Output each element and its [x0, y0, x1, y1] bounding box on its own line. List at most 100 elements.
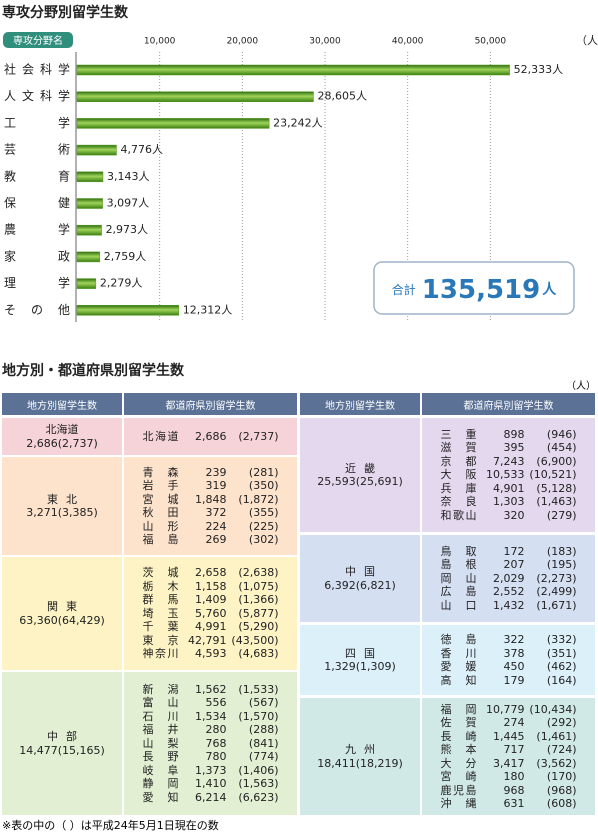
- prefecture-prior: (1,533): [238, 682, 279, 696]
- prefecture-row: 栃木 1,158 (1,075): [143, 580, 279, 594]
- prefecture-name: 熊本: [440, 743, 477, 756]
- prefecture-name: 栃木: [142, 579, 179, 593]
- footnote: ※表の中の（ ）は平成24年5月1日現在の数: [2, 819, 219, 832]
- value-label: 4,776人: [120, 143, 163, 156]
- prefecture-value: 319: [205, 479, 227, 492]
- total-box: [373, 261, 575, 315]
- prefecture-prior: (225): [248, 519, 279, 533]
- region-total: 6,392(6,821): [324, 578, 396, 592]
- prefecture-value: 1,303: [493, 495, 525, 509]
- prefecture-value: 1,562: [195, 682, 227, 696]
- prefecture-value: 2,686: [195, 429, 227, 443]
- bar: [76, 278, 97, 289]
- prefecture-name: 沖縄: [440, 797, 477, 810]
- prefecture-prior: (288): [248, 723, 279, 737]
- prefecture-name: 愛媛: [440, 660, 477, 673]
- prefecture-value: 280: [205, 723, 227, 737]
- prefecture-cell: 徳島 322 (332) 香川 378 (351) 愛媛 450 (462) 高知 179 (164): [422, 625, 595, 695]
- prefecture-row: 宮崎 180 (170): [441, 770, 577, 784]
- prefecture-value: 2,029: [493, 571, 525, 585]
- prefecture-name: 長崎: [440, 729, 477, 743]
- region-cell: 中部 14,477(15,165): [2, 672, 122, 815]
- prefecture-row: 千葉 4,991 (5,290): [143, 620, 279, 634]
- prefecture-prior: (1,872): [238, 492, 279, 506]
- prefecture-row: 長野 780 (774): [143, 750, 279, 764]
- prefecture-name: 兵庫: [440, 481, 477, 495]
- bar: [76, 171, 104, 183]
- region-name: 中部: [47, 730, 77, 743]
- category-label: 芸術: [4, 143, 70, 157]
- prefecture-name: 群馬: [142, 593, 179, 607]
- table-title: 地方別・都道府県別留学生数: [2, 363, 184, 379]
- category-label: 農学: [4, 222, 70, 237]
- table-unit: （人）: [566, 381, 596, 392]
- prefecture-cell: 福岡 10,779 (10,434) 佐賀 274 (292) 長崎 1,445 (1,461)…: [422, 698, 595, 815]
- category-label: 教育: [4, 168, 70, 183]
- prefecture-prior: (5,877): [238, 606, 279, 620]
- region-name: 四国: [345, 646, 375, 660]
- prefecture-row: 埼玉 5,760 (5,877): [143, 607, 279, 621]
- prefecture-prior: (195): [546, 558, 577, 572]
- prefecture-value: 4,593: [195, 647, 227, 661]
- prefecture-name: 埼玉: [142, 606, 179, 620]
- prefecture-prior: (10,434): [529, 702, 577, 716]
- prefecture-name: 島根: [440, 558, 477, 572]
- prefecture-row: 岩手 319 (350): [143, 479, 279, 493]
- prefecture-prior: (3,562): [536, 756, 577, 770]
- prefecture-prior: (2,638): [238, 566, 279, 580]
- prefecture-prior: (10,521): [529, 468, 577, 482]
- prefecture-cell: 北海道 2,686 (2,737): [124, 418, 297, 455]
- bar: [76, 198, 103, 209]
- prefecture-prior: (6,623): [238, 790, 279, 804]
- prefecture-prior: (355): [248, 506, 279, 519]
- region-cell: 九州 18,411(18,219): [300, 698, 420, 815]
- prefecture-name: 京都: [440, 454, 477, 468]
- prefecture-row: 福岡 10,779 (10,434): [441, 703, 577, 717]
- prefecture-row: 福島 269 (302): [143, 533, 279, 547]
- x-tick-label: 20,000: [227, 37, 259, 47]
- prefecture-name: 茨城: [142, 566, 179, 580]
- prefecture-row: 秋田 372 (355): [143, 506, 279, 520]
- region-name: 東北: [47, 492, 77, 506]
- prefecture-row: 新潟 1,562 (1,533): [143, 683, 279, 697]
- region-total: 25,593(25,691): [317, 475, 403, 488]
- table-header: 都道府県別留学生数: [422, 393, 595, 415]
- prefecture-prior: (1,461): [536, 729, 577, 743]
- bar: [76, 251, 101, 263]
- prefecture-prior: (183): [546, 544, 577, 558]
- prefecture-value: 10,779: [486, 702, 525, 716]
- region-cell: 東北 3,271(3,385): [2, 457, 122, 555]
- region-total: 63,360(64,429): [19, 613, 105, 627]
- prefecture-name: 佐賀: [440, 716, 477, 729]
- prefecture-name: 青森: [142, 465, 179, 479]
- prefecture-value: 269: [205, 533, 227, 546]
- prefecture-value: 1,848: [195, 492, 227, 506]
- prefecture-prior: (302): [248, 533, 279, 546]
- category-label: 社会科学: [4, 62, 70, 77]
- category-label: 家政: [4, 248, 70, 263]
- category-label: その他: [4, 303, 70, 317]
- prefecture-prior: (43,500): [231, 633, 279, 647]
- prefecture-value: 224: [205, 519, 227, 533]
- total-unit: 人: [542, 281, 557, 298]
- prefecture-name: 秋田: [142, 506, 179, 519]
- prefecture-cell: 青森 239 (281) 岩手 319 (350) 宮城 1,848 (1,872) 秋田 372 (…: [124, 457, 297, 555]
- prefecture-value: 6,214: [195, 790, 227, 804]
- prefecture-name: 広島: [440, 585, 477, 599]
- prefecture-value: 180: [503, 770, 525, 783]
- prefecture-value: 372: [205, 506, 227, 519]
- region-name: 中国: [345, 565, 375, 578]
- prefecture-prior: (1,366): [238, 593, 279, 607]
- bar: [76, 224, 102, 236]
- prefecture-value: 395: [503, 441, 525, 455]
- category-label: 理学: [4, 275, 70, 290]
- region-cell: 近畿 25,593(25,691): [300, 418, 420, 532]
- prefecture-row: 大阪 10,533 (10,521): [441, 468, 577, 482]
- region-name: 北海道: [45, 423, 79, 436]
- region-total: 1,329(1,309): [324, 660, 396, 673]
- prefecture-name: 岡山: [440, 571, 477, 585]
- prefecture-row: 福井 280 (288): [143, 723, 279, 737]
- value-label: 12,312人: [183, 303, 233, 316]
- prefecture-prior: (292): [546, 716, 577, 729]
